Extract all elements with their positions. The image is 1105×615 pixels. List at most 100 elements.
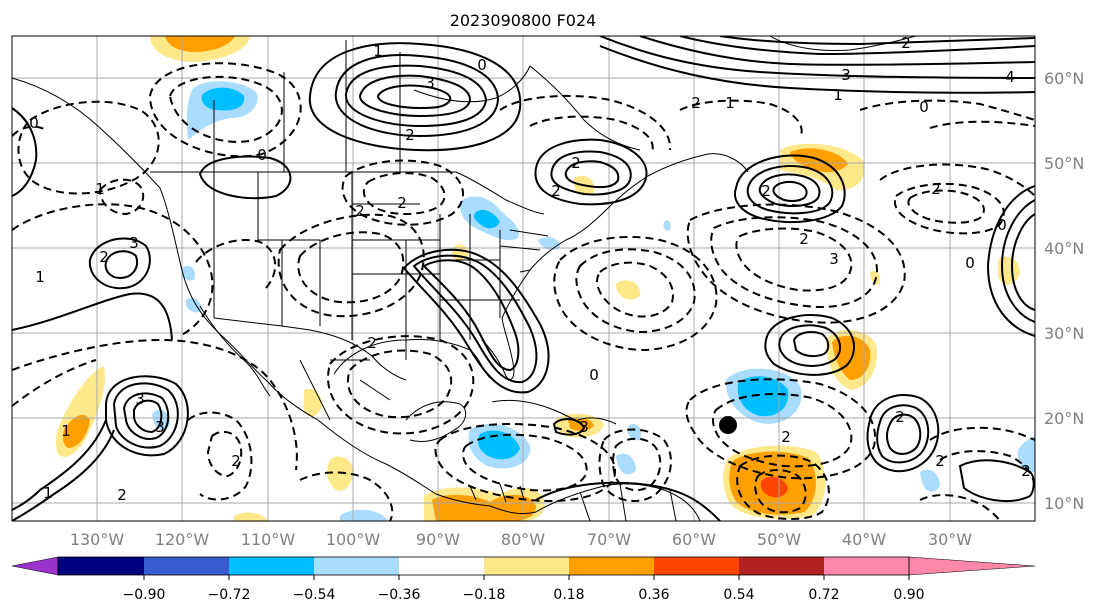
contour-negative-far-east-tropics-2 <box>939 450 1035 491</box>
contour-positive-west-coast-high <box>88 237 151 290</box>
state-borders-central <box>352 203 441 360</box>
contour-label: 2 <box>781 428 791 446</box>
contour-label: 2 <box>571 154 581 172</box>
contour-positive-gulf-small <box>12 107 38 197</box>
country-border-us-canada <box>150 171 545 215</box>
figure-title: 2023090800 F024 <box>450 11 597 30</box>
contour-label: 2 <box>935 452 945 470</box>
contour-label: 4 <box>1005 68 1015 86</box>
contour-negative-far-east-south <box>919 494 1001 521</box>
contour-negative-atlantic-northeast-2 <box>893 182 1005 235</box>
anomaly-positive-bermuda <box>616 280 641 300</box>
canada-province-borders <box>213 40 401 172</box>
contour-positive-canada-high <box>334 54 500 138</box>
contour-negative-gulf-alaska <box>168 75 283 143</box>
contour-negative-mexico-west <box>187 411 253 501</box>
country-border-us-mexico <box>213 317 407 381</box>
anomaly-negative-bottom-mexico <box>340 509 388 521</box>
contour-label: 3 <box>579 418 589 436</box>
contour-negative-caribbean-2 <box>462 433 588 492</box>
lon-tick-label: 30°W <box>928 530 972 549</box>
state-borders-east <box>440 214 520 340</box>
contour-negative-canada-hudson-2 <box>529 115 654 153</box>
contour-negative-us-central-2 <box>297 231 405 304</box>
contour-lines-dashed <box>12 62 1035 521</box>
lat-tick-labels: 60°N 50°N 40°N 30°N 20°N 10°N <box>1044 69 1084 513</box>
colorbar-tick-label: 0.54 <box>723 587 754 603</box>
lon-tick-label: 90°W <box>416 530 460 549</box>
lat-tick-label: 50°N <box>1044 154 1084 173</box>
coastline-florida <box>481 317 515 380</box>
contour-negative-caribbean <box>434 423 617 502</box>
colorbar-segment <box>739 557 824 575</box>
contour-label: 2 <box>895 408 905 426</box>
contour-negative-atlantic-west-2 <box>575 248 696 334</box>
colorbar-segment <box>229 557 314 575</box>
contour-positive-north-atlantic-low-2 <box>746 165 834 215</box>
contour-negative-us-west <box>195 239 276 289</box>
colorbar-segment <box>144 557 229 575</box>
contour-negative-atlantic-central-2 <box>710 216 878 308</box>
contour-negative-canada-central-2 <box>362 172 446 215</box>
contour-positive-west-coast-high-2 <box>104 250 138 280</box>
coastline-greenland <box>769 36 917 51</box>
contour-label: 0 <box>477 56 487 74</box>
contour-negative-north-central-atlantic-2 <box>859 99 1035 121</box>
anomaly-negative-antilles-small <box>627 423 642 441</box>
contour-negative-mexico-gulf <box>327 335 475 435</box>
contour-positive-tropical-pacific-low-4 <box>105 375 189 457</box>
contour-positive-trough-east-us-2 <box>412 254 538 384</box>
coastline-yucatan <box>405 401 467 443</box>
colorbar-tick-label: 0.72 <box>808 587 839 603</box>
contour-negative-north-central-atlantic <box>679 99 803 139</box>
contour-label: 0 <box>919 98 929 116</box>
contour-positive-tropical-pacific-tail-2 <box>12 429 115 521</box>
contour-positive-nw-small <box>198 155 292 200</box>
contour-positive-tropical-pacific-tail <box>12 419 107 511</box>
contour-positive-tropical-pacific-low-3 <box>133 399 163 434</box>
contour-negative-atlantic-northeast <box>879 163 1035 197</box>
contour-positive-east-atlantic-low <box>866 394 940 473</box>
contour-positive-canada-high-2 <box>344 64 488 128</box>
lon-tick-label: 60°W <box>672 530 716 549</box>
colorbar: −0.90 −0.72 −0.54 −0.36 −0.18 0.18 0.36 … <box>11 556 1036 603</box>
lon-tick-label: 80°W <box>501 530 545 549</box>
contour-negative-mexico-south <box>299 471 394 521</box>
colorbar-tick-marks <box>143 575 910 580</box>
contour-positive-subtropical-low-2 <box>778 324 842 367</box>
anomaly-positive-deep-tropics-core <box>760 476 788 498</box>
contour-positive-far-east-ridge-outer <box>986 185 1035 337</box>
colorbar-tick-label: 0.36 <box>638 587 669 603</box>
lon-tick-label: 110°W <box>241 530 296 549</box>
lat-tick-label: 60°N <box>1044 69 1084 88</box>
gridlines <box>12 36 1035 521</box>
contour-negative-mexico-gulf-2 <box>347 349 453 419</box>
anomaly-positive-bottom-pacific <box>234 512 268 521</box>
contour-negative-pacific-outer <box>12 203 214 337</box>
contour-negative-atlantic-west <box>553 235 718 352</box>
colorbar-extend-max <box>908 556 1036 576</box>
coastline-hispaniola <box>577 417 617 425</box>
contour-label: 3 <box>425 74 435 92</box>
coastline-east-coast <box>501 175 649 319</box>
contour-negative-tropical-atlantic-2 <box>712 393 853 468</box>
colorbar-extend-min <box>11 556 59 576</box>
contour-positive-canada-high-3 <box>358 74 472 118</box>
anomaly-positive-east-pacific-core <box>62 415 90 448</box>
anomaly-negative-far-east-2 <box>920 469 940 492</box>
contour-label: 2 <box>799 230 809 248</box>
lat-tick-label: 10°N <box>1044 494 1084 513</box>
storm-center-marker <box>719 416 737 434</box>
lon-tick-label: 100°W <box>326 530 381 549</box>
lon-tick-label: 40°W <box>842 530 886 549</box>
contour-positive-subtropical-low <box>764 314 855 376</box>
colorbar-tick-label: −0.90 <box>123 587 166 603</box>
anomaly-negative-california-2 <box>185 297 201 313</box>
contour-label: 2 <box>1021 462 1031 480</box>
contour-label: 3 <box>155 418 165 436</box>
contour-label: 0 <box>997 216 1007 234</box>
contour-positive-far-east-ridge <box>1000 199 1035 323</box>
south-america-borders <box>579 483 677 521</box>
contour-label: 3 <box>129 234 139 252</box>
